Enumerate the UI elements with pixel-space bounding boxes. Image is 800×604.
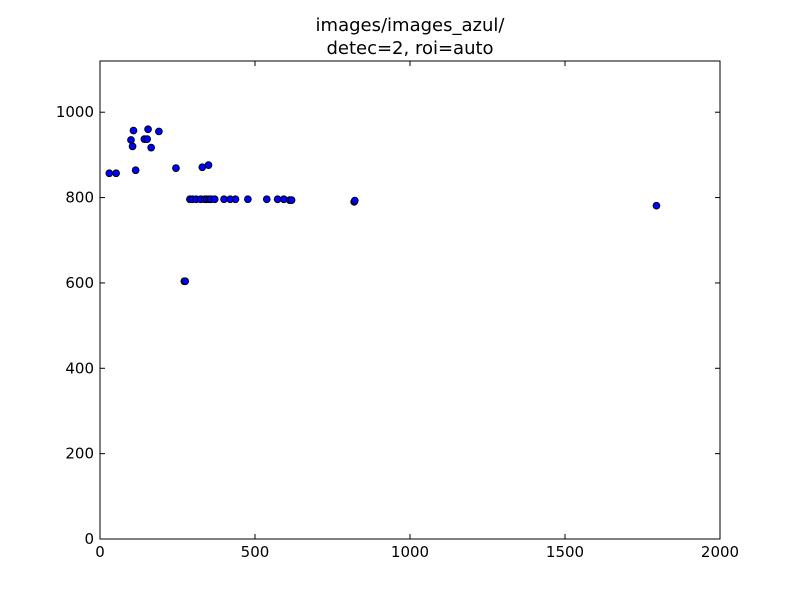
scatter-point [129,126,138,135]
scatter-point [128,142,137,151]
scatter-point [144,125,152,134]
scatter-point [652,201,661,210]
y-tick-label: 400 [65,359,94,377]
chart-title-line-1: images/images_azul/ [316,15,506,36]
scatter-point [350,196,359,205]
scatter-point [172,164,180,172]
chart-title: images/images_azul/ detec=2, roi=auto [316,15,506,59]
y-tick-label: 1000 [56,103,94,121]
x-tick-label: 0 [95,543,105,561]
x-tick-label: 1500 [546,543,584,561]
y-tick-label: 800 [65,189,94,207]
scatter-point [131,166,140,175]
x-tick-label: 1000 [391,543,429,561]
scatter-point [287,196,296,204]
scatter-point [105,169,114,178]
y-tick-label: 200 [65,445,94,463]
scatter-point [204,161,213,169]
scatter-point [155,127,163,136]
x-tick-label: 2000 [701,543,739,561]
scatter-point [244,195,252,204]
scatter-point [147,143,156,152]
y-tick-label: 0 [84,530,94,548]
data-points [105,125,661,286]
scatter-point [262,195,271,204]
x-tick-label: 500 [241,543,270,561]
scatter-point [231,195,240,204]
scatter-point [143,135,151,143]
plot-area-frame [99,60,721,540]
y-axis: 0 200 400 600 800 1000 [56,103,720,548]
chart-title-line-2: detec=2, roi=auto [326,38,493,59]
scatter-point [181,277,190,286]
scatter-point [127,136,135,144]
scatter-point [112,169,120,178]
y-tick-label: 600 [65,274,94,292]
scatter-point [210,195,219,204]
x-axis: 0 500 1000 1500 2000 [95,61,739,561]
